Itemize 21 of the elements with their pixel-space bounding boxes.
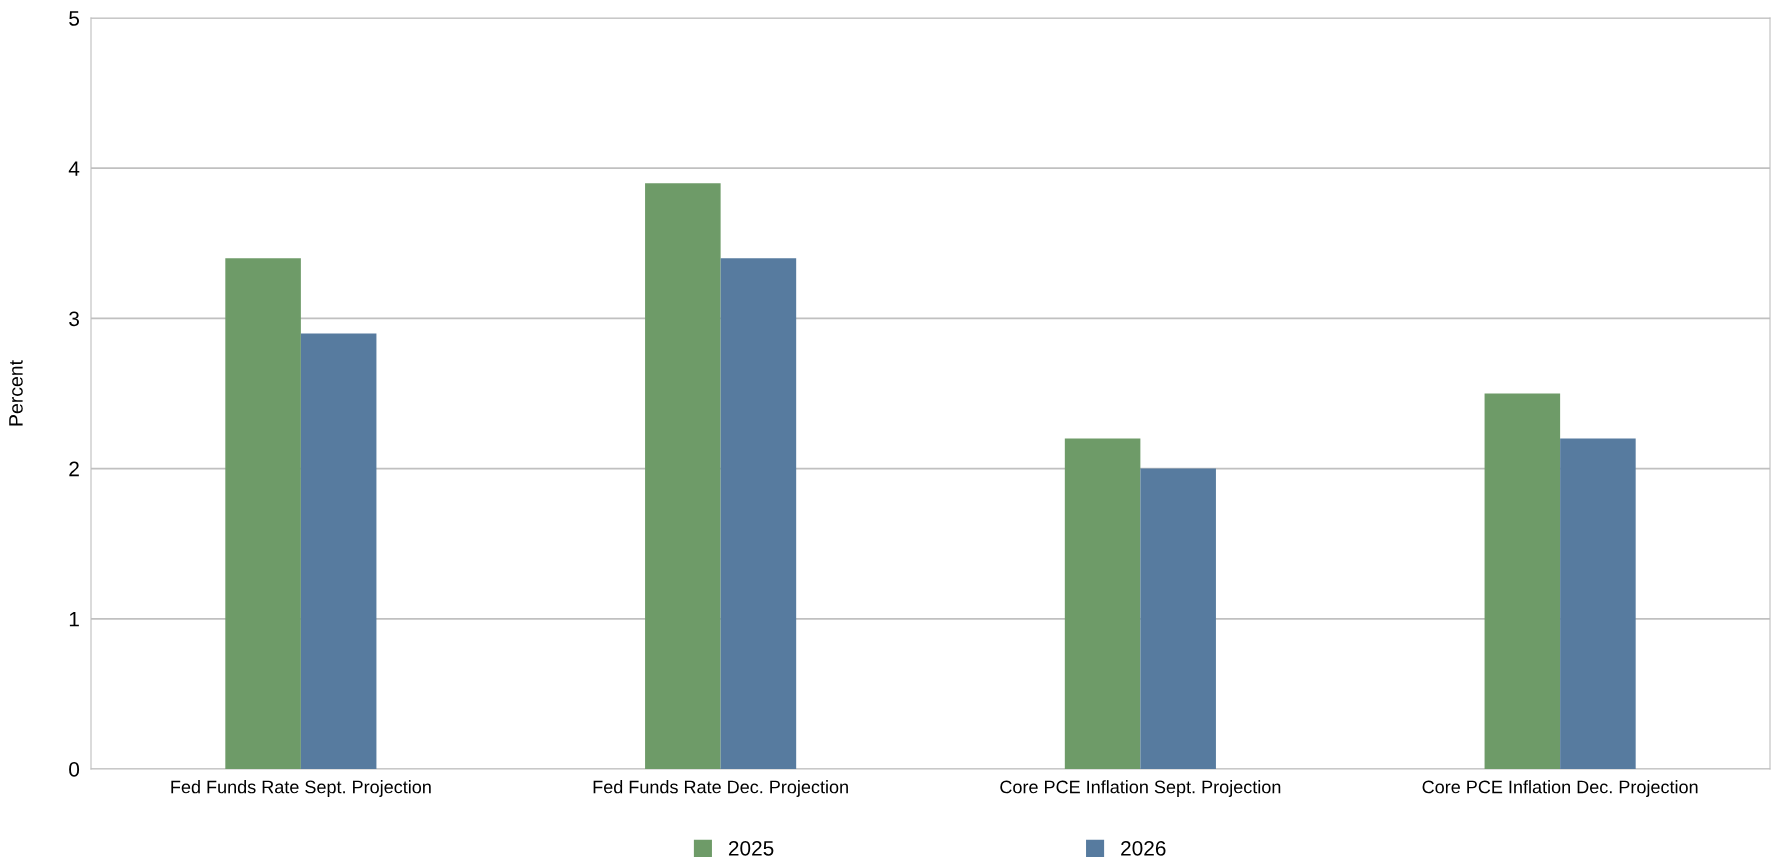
legend-label: 2025	[728, 840, 774, 856]
bar	[225, 258, 301, 769]
y-tick-label: 1	[69, 612, 79, 627]
x-tick-label: Fed Funds Rate Dec. Projection	[593, 780, 848, 797]
x-tick-label: Core PCE Inflation Dec. Projection	[1422, 780, 1698, 797]
bar	[1064, 438, 1141, 769]
y-tick-label: 5	[69, 11, 80, 26]
legend-label: 2026	[1121, 840, 1166, 856]
y-tick-label: 2	[69, 461, 79, 477]
y-tick-label: 3	[69, 311, 79, 327]
y-axis-title: Percent	[9, 360, 23, 426]
x-tick-label: Fed Funds Rate Sept. Projection	[171, 780, 431, 797]
bar	[645, 183, 721, 769]
bar	[1560, 438, 1636, 769]
bar	[720, 258, 797, 769]
bar	[300, 333, 377, 769]
x-tick-label: Core PCE Inflation Sept. Projection	[1000, 780, 1281, 797]
bar	[1140, 468, 1216, 769]
y-tick-label: 0	[69, 762, 80, 777]
bar	[1484, 393, 1561, 769]
y-tick-label: 4	[68, 161, 80, 176]
